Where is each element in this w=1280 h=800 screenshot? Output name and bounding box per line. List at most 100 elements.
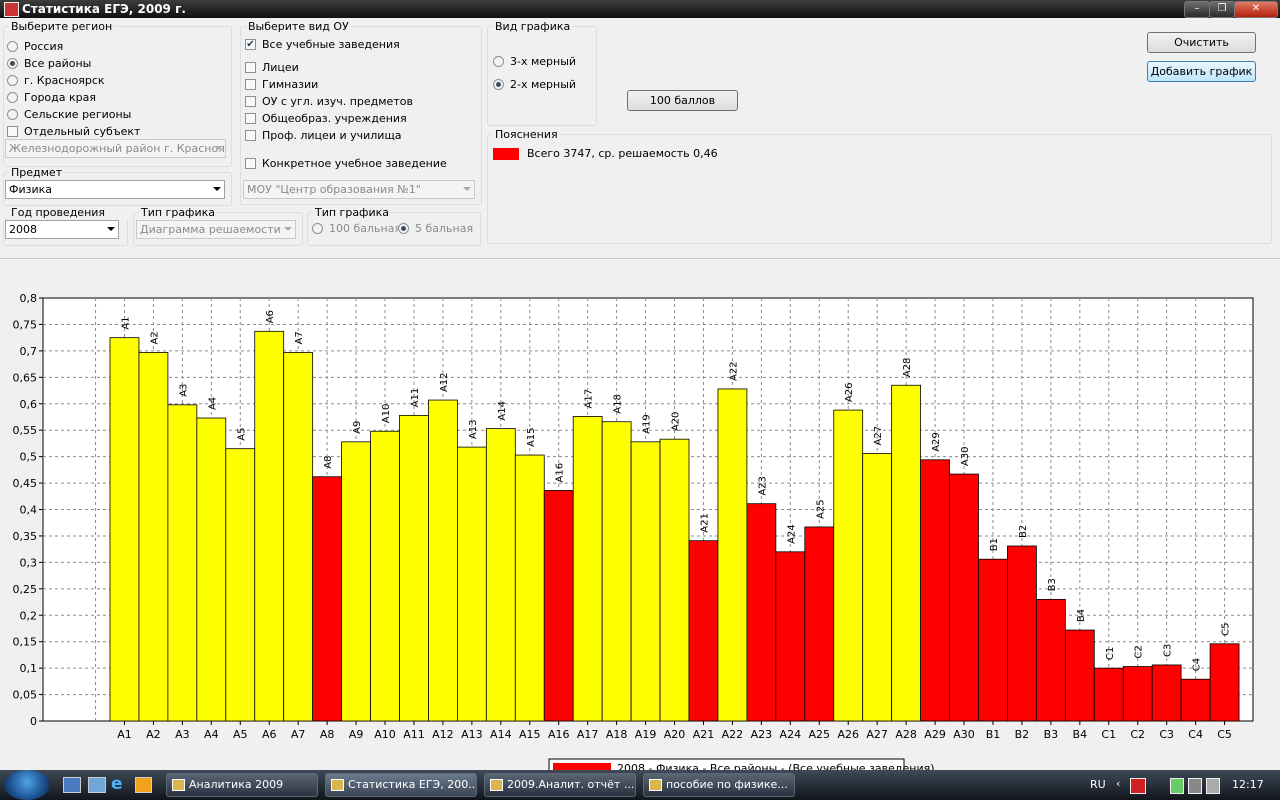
x-tick-label: A20 — [664, 728, 686, 741]
region-option[interactable]: Сельские регионы — [7, 108, 131, 121]
ou-all-option[interactable]: ✔ Все учебные заведения — [245, 38, 400, 51]
bar — [225, 448, 256, 722]
view-3d-option[interactable]: 3-х мерный — [493, 55, 576, 68]
region-option[interactable]: Отдельный субъект — [7, 125, 140, 138]
bar — [833, 409, 864, 722]
y-tick-label: 0,05 — [13, 689, 38, 702]
ou-type-option[interactable]: Проф. лицеи и училища — [245, 129, 402, 142]
data-label: A12 — [439, 372, 450, 392]
x-tick-label: B3 — [1044, 728, 1059, 741]
data-label: A26 — [844, 383, 855, 403]
add-chart-button[interactable]: Добавить график — [1147, 61, 1256, 82]
region-option-label: Все районы — [24, 57, 92, 70]
chevron-left-icon[interactable]: ‹ — [1116, 777, 1121, 790]
client-area: Выберите регион Россия Все районы г. Красн… — [0, 18, 1280, 777]
region-option[interactable]: г. Красноярск — [7, 74, 105, 87]
ou-type-option[interactable]: Гимназии — [245, 78, 318, 91]
taskbar-item[interactable]: пособие по физике... — [643, 773, 795, 797]
hundred-points-button[interactable]: 100 баллов — [627, 90, 738, 111]
bar — [109, 337, 140, 722]
quicklaunch-window-icon[interactable] — [88, 777, 106, 793]
year-value: 2008 — [9, 223, 37, 236]
bar — [543, 490, 574, 722]
x-tick-label: A8 — [320, 728, 335, 741]
taskbar-item[interactable]: Аналитика 2009 — [166, 773, 318, 797]
language-indicator[interactable]: RU — [1090, 778, 1106, 791]
region-option[interactable]: Города края — [7, 91, 96, 104]
bar — [1064, 629, 1095, 722]
clock[interactable]: 12:17 — [1232, 778, 1264, 791]
minimize-button[interactable]: – — [1184, 1, 1210, 18]
subject-combo[interactable]: Физика — [5, 180, 225, 199]
data-label: A13 — [468, 420, 479, 440]
data-label: A8 — [323, 456, 334, 469]
media-player-icon[interactable] — [135, 777, 152, 793]
x-tick-label: A19 — [635, 728, 657, 741]
bar-chart: 0 0,05 0,1 0,15 0,2 0,25 0,3 0,35 0,4 0,45 0,5 0,55… — [13, 292, 1254, 777]
data-label: A22 — [728, 361, 739, 381]
x-tick-label: B1 — [986, 728, 1001, 741]
maximize-button[interactable]: ❐ — [1209, 1, 1235, 18]
data-label: A18 — [613, 394, 624, 414]
bar — [428, 399, 458, 722]
bar — [456, 446, 487, 722]
y-tick-label: 0,4 — [20, 504, 38, 517]
taskbar-item[interactable]: Статистика ЕГЭ, 200... — [325, 773, 477, 797]
x-tick-label: A7 — [291, 728, 306, 741]
scale-group: Тип графика — [307, 206, 481, 246]
data-label: A25 — [815, 499, 826, 519]
browser-icon[interactable]: e — [111, 774, 123, 794]
radio-icon — [7, 41, 18, 52]
region-option[interactable]: Россия — [7, 40, 63, 53]
data-label: B2 — [1018, 525, 1029, 538]
checkbox-icon — [245, 96, 256, 107]
chevron-down-icon — [284, 227, 292, 231]
data-label: A4 — [207, 397, 218, 410]
ou-specific-option[interactable]: Конкретное учебное заведение — [245, 157, 447, 170]
taskbar-item-label: Статистика ЕГЭ, 200... — [348, 778, 477, 791]
ou-type-label: Проф. лицеи и училища — [262, 129, 402, 142]
x-tick-label: A4 — [204, 728, 219, 741]
x-tick-label: A6 — [262, 728, 277, 741]
taskbar-item-label: 2009.Аналит. отчёт ... — [507, 778, 635, 791]
start-button[interactable] — [4, 770, 50, 800]
taskbar-item[interactable]: 2009.Аналит. отчёт ... — [484, 773, 636, 797]
radio-icon — [7, 109, 18, 120]
data-label: A7 — [294, 331, 305, 344]
chart-kind-legend: Тип графика — [141, 206, 215, 219]
view-2d-option[interactable]: 2-х мерный — [493, 78, 576, 91]
bar — [514, 454, 545, 722]
bar — [196, 417, 227, 722]
close-button[interactable]: ✕ — [1234, 1, 1278, 18]
x-tick-label: A23 — [751, 728, 773, 741]
network-icon[interactable] — [1188, 778, 1202, 794]
quicklaunch-desktop-icon[interactable] — [63, 777, 81, 793]
battery-icon[interactable] — [1170, 778, 1184, 794]
region-option-label: г. Красноярск — [24, 74, 105, 87]
data-label: A10 — [381, 404, 392, 424]
antivirus-icon[interactable] — [1130, 778, 1146, 794]
ou-specific-label: Конкретное учебное заведение — [262, 157, 447, 170]
region-option[interactable]: Все районы — [7, 57, 91, 70]
radio-icon — [312, 223, 323, 234]
window-title: Статистика ЕГЭ, 2009 г. — [22, 2, 186, 16]
taskbar-item-label: Аналитика 2009 — [189, 778, 284, 791]
ou-type-option[interactable]: Лицеи — [245, 61, 299, 74]
x-tick-label: A1 — [117, 728, 132, 741]
ou-type-option[interactable]: ОУ с угл. изуч. предметов — [245, 95, 413, 108]
volume-icon[interactable] — [1206, 778, 1220, 794]
data-label: A2 — [149, 331, 160, 344]
x-tick-label: A15 — [519, 728, 541, 741]
year-combo[interactable]: 2008 — [5, 220, 119, 239]
explain-legend: Пояснения — [495, 128, 558, 141]
radio-icon — [493, 56, 504, 67]
ou-type-label: Гимназии — [262, 78, 319, 91]
ou-type-option[interactable]: Общеобраз. учреждения — [245, 112, 407, 125]
clear-button[interactable]: Очистить — [1147, 32, 1256, 53]
x-tick-label: B4 — [1073, 728, 1088, 741]
subject-group: Предмет — [3, 166, 232, 206]
district-combo: Железнодорожный район г. Краснояр — [5, 139, 226, 158]
scale-100-label: 100 бальная — [329, 222, 402, 235]
x-tick-label: A29 — [924, 728, 946, 741]
region-legend: Выберите регион — [11, 20, 113, 33]
